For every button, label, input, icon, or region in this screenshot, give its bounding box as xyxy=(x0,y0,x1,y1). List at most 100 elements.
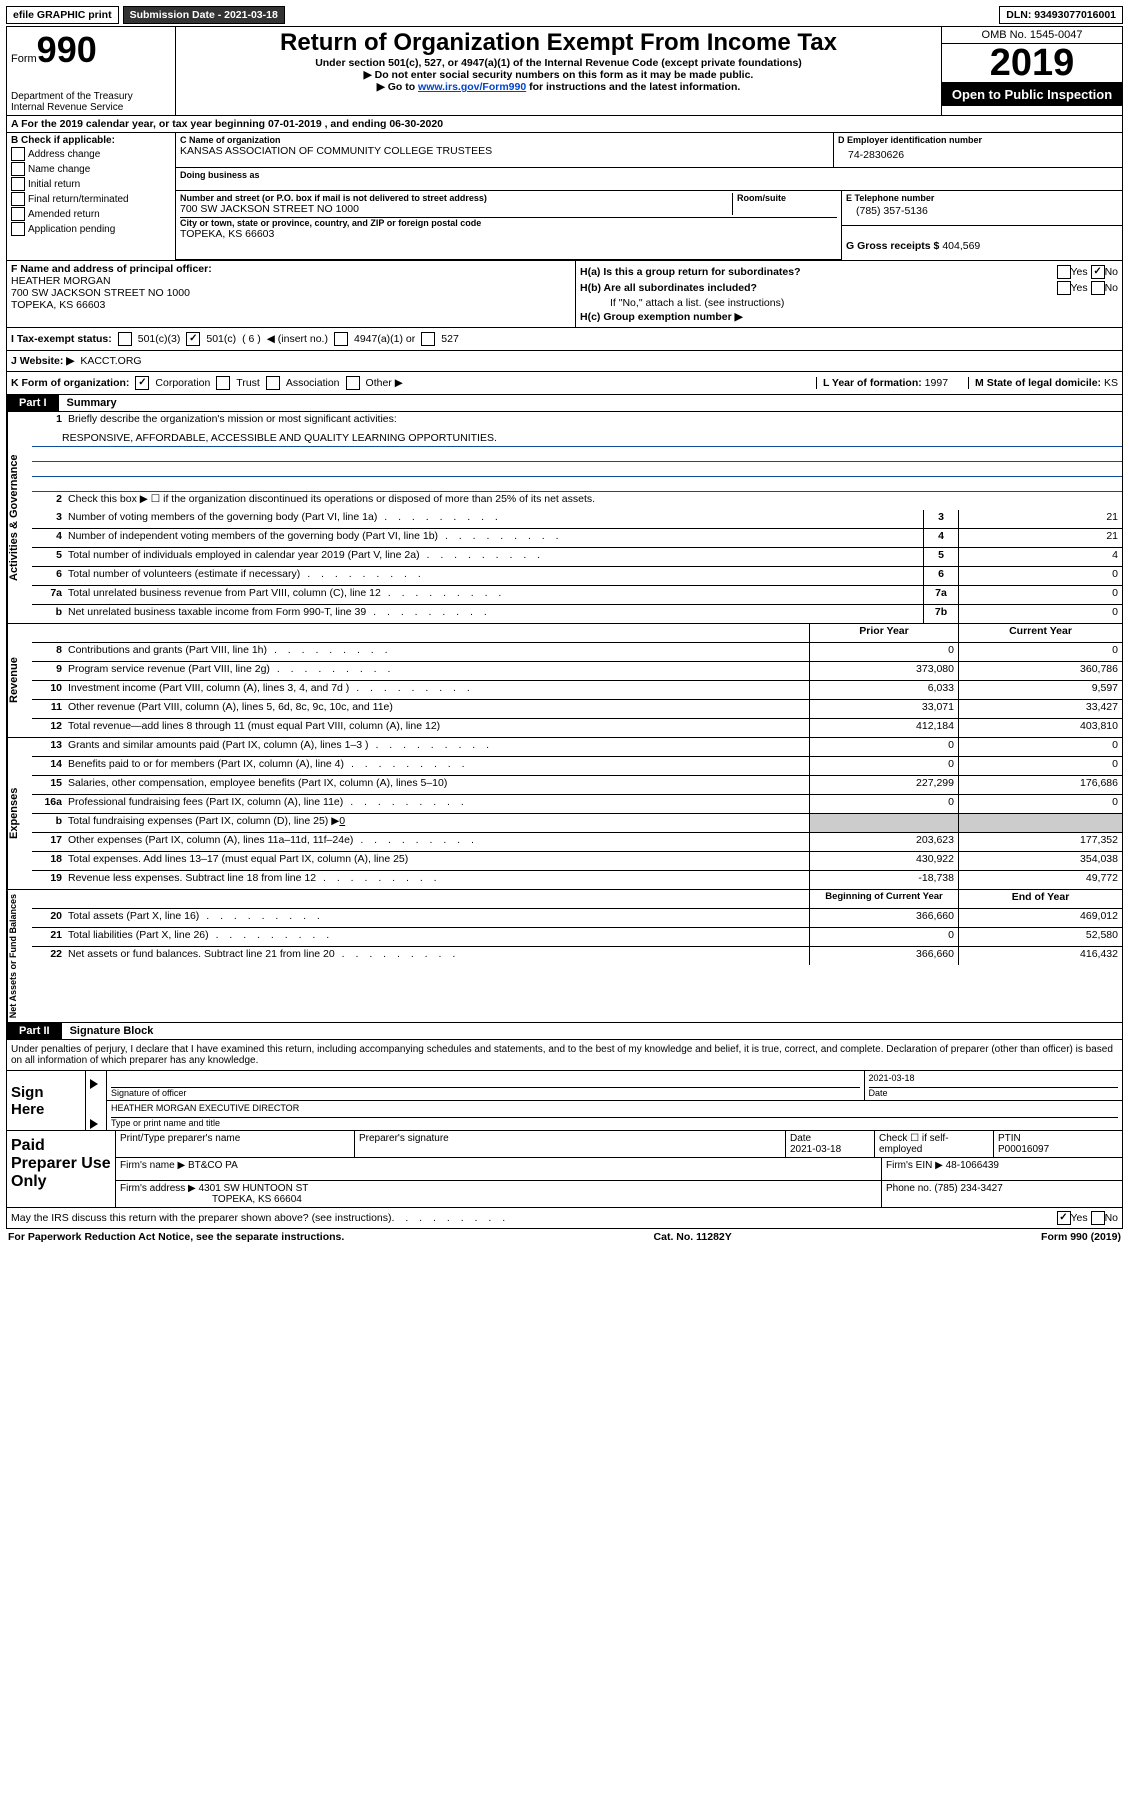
part2-header: Part II Signature Block xyxy=(6,1023,1123,1040)
city: TOPEKA, KS 66603 xyxy=(180,228,837,240)
part1-title: Summary xyxy=(59,395,125,411)
title-main: Return of Organization Exempt From Incom… xyxy=(178,29,939,57)
i-4947[interactable] xyxy=(334,332,348,346)
p10: 6,033 xyxy=(809,681,958,699)
p15: 227,299 xyxy=(809,776,958,794)
addr-row: Number and street (or P.O. box if mail i… xyxy=(176,191,1122,260)
summary-netassets: Net Assets or Fund Balances Beginning of… xyxy=(6,890,1123,1023)
c14: 0 xyxy=(958,757,1122,775)
ein-box: D Employer identification number 74-2830… xyxy=(834,133,1122,167)
firm-addr1: 4301 SW HUNTOON ST xyxy=(199,1183,309,1194)
i-501c3[interactable] xyxy=(118,332,132,346)
row-j: J Website: ▶ KACCT.ORG xyxy=(6,351,1123,372)
c9: 360,786 xyxy=(958,662,1122,680)
sign-here-block: Sign Here Signature of officer 2021-03-1… xyxy=(6,1071,1123,1131)
p11: 33,071 xyxy=(809,700,958,718)
c16a: 0 xyxy=(958,795,1122,813)
k-other[interactable] xyxy=(346,376,360,390)
officer-name-title: HEATHER MORGAN EXECUTIVE DIRECTOR xyxy=(111,1103,1118,1117)
irs-label: Internal Revenue Service xyxy=(11,102,171,113)
website: KACCT.ORG xyxy=(80,355,141,367)
officer-name: HEATHER MORGAN xyxy=(11,275,571,287)
v7b: 0 xyxy=(958,605,1122,623)
discuss-no[interactable] xyxy=(1091,1211,1105,1225)
year: 2019 xyxy=(942,44,1122,83)
col-f: F Name and address of principal officer:… xyxy=(7,261,576,327)
summary-expenses: Expenses 13Grants and similar amounts pa… xyxy=(6,738,1123,890)
firm-addr2: TOPEKA, KS 66604 xyxy=(120,1194,302,1205)
p14: 0 xyxy=(809,757,958,775)
mission-text: RESPONSIVE, AFFORDABLE, ACCESSIBLE AND Q… xyxy=(32,430,1122,447)
p9: 373,080 xyxy=(809,662,958,680)
ein: 74-2830626 xyxy=(838,145,1118,165)
ha-yes[interactable] xyxy=(1057,265,1071,279)
footer-row: For Paperwork Reduction Act Notice, see … xyxy=(6,1229,1123,1245)
gross-box: G Gross receipts $ 404,569 xyxy=(842,226,1122,260)
block-bcd: B Check if applicable: Address change Na… xyxy=(6,133,1123,261)
footer-mid: Cat. No. 11282Y xyxy=(654,1231,732,1243)
part2-tab: Part II xyxy=(7,1023,62,1039)
check-addr[interactable] xyxy=(11,147,25,161)
p8: 0 xyxy=(809,643,958,661)
k-assoc[interactable] xyxy=(266,376,280,390)
check-final[interactable] xyxy=(11,192,25,206)
check-amended[interactable] xyxy=(11,207,25,221)
summary-revenue: Revenue Prior YearCurrent Year 8Contribu… xyxy=(6,624,1123,738)
org-name: KANSAS ASSOCIATION OF COMMUNITY COLLEGE … xyxy=(180,145,829,157)
k-corp[interactable]: ✓ xyxy=(135,376,149,390)
form-left: Form990 Department of the Treasury Inter… xyxy=(7,27,176,115)
irs-link[interactable]: www.irs.gov/Form990 xyxy=(418,81,526,93)
tax-year-row: A For the 2019 calendar year, or tax yea… xyxy=(6,116,1123,133)
gross-receipts: 404,569 xyxy=(942,240,980,252)
part2-title: Signature Block xyxy=(62,1023,162,1039)
sign-date: 2021-03-18 xyxy=(869,1073,1119,1087)
c13: 0 xyxy=(958,738,1122,756)
discuss-row: May the IRS discuss this return with the… xyxy=(6,1208,1123,1229)
dba-box: Doing business as xyxy=(176,168,1122,191)
check-name[interactable] xyxy=(11,162,25,176)
vert-activities: Activities & Governance xyxy=(7,412,32,623)
ha-no[interactable]: ✓ xyxy=(1091,265,1105,279)
officer-addr2: TOPEKA, KS 66603 xyxy=(11,299,571,311)
ptin: P00016097 xyxy=(998,1144,1049,1155)
c10: 9,597 xyxy=(958,681,1122,699)
c19: 49,772 xyxy=(958,871,1122,889)
c18: 354,038 xyxy=(958,852,1122,870)
c11: 33,427 xyxy=(958,700,1122,718)
part1-header: Part I Summary xyxy=(6,395,1123,412)
form-center: Return of Organization Exempt From Incom… xyxy=(176,27,941,115)
check-pending[interactable] xyxy=(11,222,25,236)
v4: 21 xyxy=(958,529,1122,547)
dln: DLN: 93493077016001 xyxy=(999,6,1123,24)
vert-revenue: Revenue xyxy=(7,624,32,737)
vert-expenses: Expenses xyxy=(7,738,32,889)
v5: 4 xyxy=(958,548,1122,566)
p12: 412,184 xyxy=(809,719,958,737)
i-527[interactable] xyxy=(421,332,435,346)
hb-yes[interactable] xyxy=(1057,281,1071,295)
tel-box: E Telephone number (785) 357-5136 xyxy=(842,191,1122,226)
col-b: B Check if applicable: Address change Na… xyxy=(7,133,176,260)
p13: 0 xyxy=(809,738,958,756)
k-trust[interactable] xyxy=(216,376,230,390)
sub2: ▶ Do not enter social security numbers o… xyxy=(178,69,939,81)
hb-no[interactable] xyxy=(1091,281,1105,295)
check-initial[interactable] xyxy=(11,177,25,191)
part1-tab: Part I xyxy=(7,395,59,411)
c8: 0 xyxy=(958,643,1122,661)
org-name-box: C Name of organization KANSAS ASSOCIATIO… xyxy=(176,133,834,167)
dept-treasury: Department of the Treasury xyxy=(11,91,171,102)
footer-left: For Paperwork Reduction Act Notice, see … xyxy=(8,1231,344,1243)
form-header: Form990 Department of the Treasury Inter… xyxy=(6,26,1123,116)
i-501c[interactable]: ✓ xyxy=(186,332,200,346)
c20: 469,012 xyxy=(958,909,1122,927)
p21: 0 xyxy=(809,928,958,946)
firm-ein: 48-1066439 xyxy=(946,1160,999,1171)
c15: 176,686 xyxy=(958,776,1122,794)
c12: 403,810 xyxy=(958,719,1122,737)
firm-phone: (785) 234-3427 xyxy=(934,1183,1002,1194)
discuss-yes[interactable]: ✓ xyxy=(1057,1211,1071,1225)
summary-activities: Activities & Governance 1Briefly describ… xyxy=(6,412,1123,624)
form-990-label: Form990 xyxy=(11,29,171,71)
c17: 177,352 xyxy=(958,833,1122,851)
